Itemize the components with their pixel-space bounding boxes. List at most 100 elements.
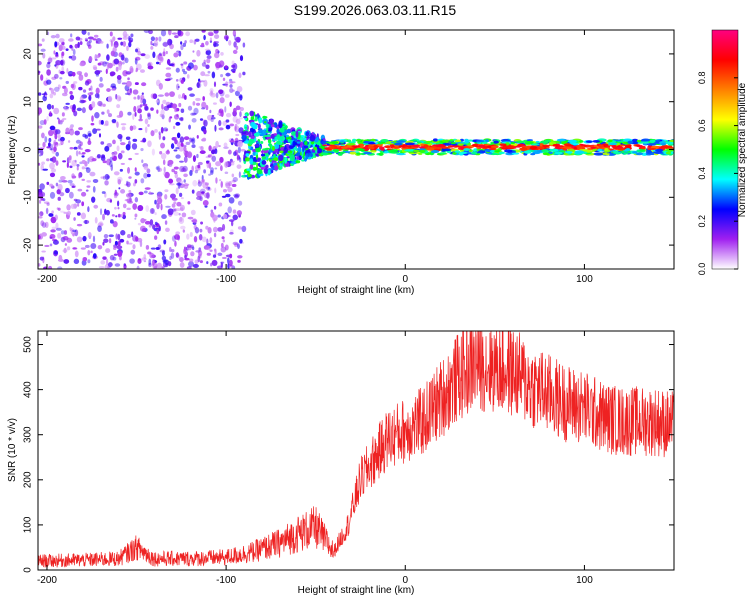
- spectrogram-cell: [60, 175, 66, 181]
- spectrogram-cell: [194, 169, 199, 174]
- spectrogram-cell: [389, 144, 394, 147]
- spectrogram-cell: [196, 153, 199, 159]
- spectrogram-cell: [81, 155, 85, 158]
- spectrogram-cell: [201, 101, 207, 109]
- spectrogram-cell: [164, 78, 171, 82]
- spectrogram-cell: [138, 118, 143, 122]
- spectrogram-cell: [65, 102, 70, 105]
- spectrogram-cell: [65, 48, 69, 51]
- spectrogram-cell: [221, 223, 226, 231]
- spectrogram-cell: [464, 138, 469, 142]
- spectrogram-cell: [604, 148, 609, 152]
- spectrogram-cell: [165, 205, 171, 208]
- spectrogram-cell: [215, 140, 219, 148]
- spectrogram-cell: [124, 57, 129, 64]
- spectrogram-cell: [50, 57, 57, 60]
- spectrogram-cell: [457, 143, 464, 146]
- spectrogram-cell: [53, 73, 59, 79]
- spectrogram-cell: [205, 50, 208, 55]
- spectrogram-cell: [208, 145, 212, 152]
- spectrogram-cell: [134, 171, 140, 176]
- spectrogram-cell: [132, 89, 139, 95]
- spectrogram-cell: [233, 34, 237, 41]
- spectrogram-cell: [236, 164, 242, 169]
- spectrogram-cell: [160, 109, 165, 116]
- spectrogram-cell: [47, 61, 51, 65]
- spectrogram-cell: [102, 61, 107, 67]
- spectrogram-cell: [122, 214, 127, 220]
- spectrogram-cell: [206, 192, 210, 199]
- spectrogram-cell: [178, 117, 184, 121]
- spectrogram-cell: [249, 110, 255, 117]
- spectrogram-cell: [554, 151, 563, 155]
- spectrogram-cell: [46, 181, 50, 185]
- spectrogram-cell: [145, 244, 150, 250]
- spectrogram-cell: [252, 151, 256, 156]
- snr-y-tick-label: 500: [23, 336, 34, 353]
- spectrogram-cell: [58, 254, 63, 262]
- spectrogram-cell: [54, 41, 58, 48]
- spectrogram-cell: [102, 160, 107, 164]
- spectrogram-cell: [158, 52, 162, 56]
- spectrogram-cell: [209, 109, 212, 114]
- spectrogram-cell: [481, 141, 488, 144]
- spectrogram-cell: [219, 97, 225, 104]
- spectrogram-cell: [263, 168, 269, 174]
- spectrogram-cell: [50, 168, 57, 173]
- spectrogram-cell: [363, 140, 370, 144]
- spectrogram-cell: [214, 187, 217, 194]
- spectrogram-cell: [185, 31, 191, 37]
- spectrogram-cell: [222, 239, 226, 243]
- spectrogram-cell: [189, 137, 193, 143]
- spectrogram-cell: [47, 265, 53, 269]
- spectrogram-cell: [68, 38, 74, 42]
- spectrogram-cell: [140, 94, 145, 100]
- spectrogram-cell: [38, 154, 42, 157]
- spectrogram-cell: [57, 133, 61, 140]
- spectrogram-cell: [228, 219, 235, 222]
- spectrogram-cell: [217, 112, 221, 116]
- spectrogram-cell: [197, 161, 203, 166]
- spectrogram-cell: [78, 86, 83, 91]
- spectrogram-cell: [63, 105, 67, 109]
- spectrogram-cell: [105, 248, 111, 254]
- colorbar-label: Normalized spectral amplitude: [737, 82, 748, 217]
- spectrogram-cell: [239, 55, 244, 62]
- spectrogram-cell: [244, 157, 251, 162]
- spectrogram-cell: [192, 155, 197, 163]
- spectrogram-cell: [152, 224, 156, 230]
- spectrogram-cell: [404, 148, 414, 152]
- spectrogram-cell: [471, 151, 478, 155]
- spectrogram-cell: [127, 200, 133, 204]
- spectrogram-cell: [102, 175, 106, 180]
- spectrogram-cell: [250, 121, 256, 128]
- spectrogram-cell: [150, 46, 154, 50]
- spectrogram-cell: [220, 73, 224, 78]
- spectrogram-cell: [173, 52, 179, 58]
- spectrogram-cell: [57, 207, 61, 211]
- spectrogram-cell: [228, 39, 232, 46]
- spectrogram-cell: [43, 201, 50, 205]
- spectrogram-cell: [115, 233, 118, 240]
- spectrogram-cell: [187, 201, 191, 205]
- spectrogram-cell: [75, 199, 82, 204]
- spectrogram-cell: [120, 41, 124, 46]
- spectrogram-cell: [109, 199, 113, 203]
- spectrogram-cell: [454, 139, 462, 143]
- spectrogram-cell: [43, 266, 47, 269]
- spectrogram-cell: [339, 140, 346, 143]
- spectrogram-cell: [143, 172, 148, 179]
- spectrogram-cell: [79, 141, 83, 146]
- spectrogram-cell: [665, 151, 672, 155]
- spectrogram-cell: [91, 196, 96, 203]
- spectrogram-cell: [405, 142, 415, 146]
- spectrogram-cell: [235, 133, 240, 137]
- spectrogram-cell: [303, 137, 307, 141]
- spectrogram-cell: [205, 105, 209, 111]
- spectrogram-cell: [207, 226, 212, 234]
- spectrogram-cell: [489, 150, 496, 153]
- spectrogram-cell: [182, 229, 186, 233]
- spectrogram-cell: [175, 231, 181, 235]
- spectrogram-cell: [279, 135, 286, 142]
- spectrogram-cell: [150, 40, 153, 46]
